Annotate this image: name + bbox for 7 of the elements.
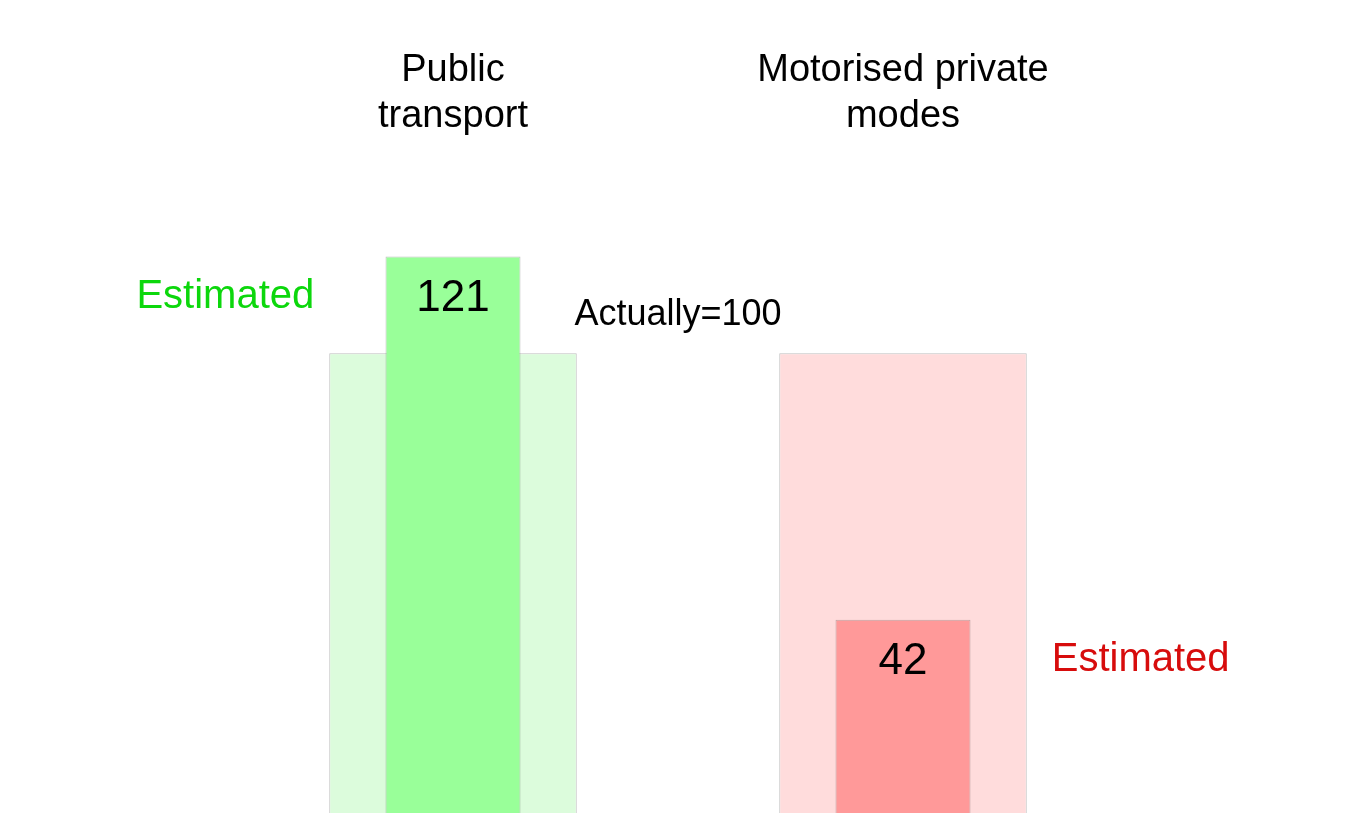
series-label: Estimated (136, 271, 315, 316)
x-tick-label: Motorised private modes (757, 47, 1049, 135)
text: Estimated (1051, 634, 1230, 679)
data-label: 42 (878, 634, 928, 683)
data-label: 121 (416, 270, 490, 320)
annotation: Actually=100 (574, 292, 782, 334)
x-tick-label: Public transport (378, 47, 529, 135)
